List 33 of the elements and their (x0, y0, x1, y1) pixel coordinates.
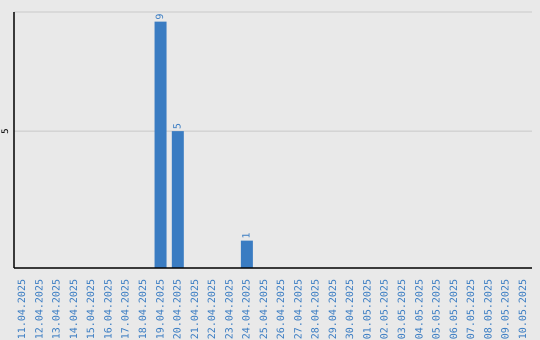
x-tick-label: 23.04.2025 (224, 279, 236, 340)
x-tick-label: 19.04.2025 (155, 279, 166, 340)
x-tick-label: 13.04.2025 (52, 279, 63, 340)
x-tick-label: 04.05.2025 (414, 279, 426, 340)
x-tick-label: 26.04.2025 (276, 279, 288, 340)
x-tick-label: 18.04.2025 (138, 279, 149, 340)
data-label: 5 (172, 123, 184, 130)
x-tick-label: 06.05.2025 (448, 279, 460, 340)
x-tick-label: 10.05.2025 (518, 279, 529, 340)
x-tick-label: 01.05.2025 (362, 279, 374, 340)
x-tick-label: 12.04.2025 (34, 279, 46, 340)
x-tick-label: 07.05.2025 (466, 279, 478, 340)
x-tick-label: 20.04.2025 (172, 279, 184, 340)
x-tick-label: 29.04.2025 (328, 279, 339, 340)
x-tick-label: 09.05.2025 (500, 279, 512, 340)
data-label: 9 (155, 14, 166, 20)
x-tick-label: 08.05.2025 (483, 279, 494, 340)
data-label: 1 (241, 232, 252, 239)
x-tick-label: 24.04.2025 (242, 279, 253, 340)
x-tick-label: 16.04.2025 (103, 279, 114, 340)
x-tick-label: 17.04.2025 (120, 279, 132, 340)
x-tick-label: 22.04.2025 (207, 279, 218, 340)
x-tick-label: 15.04.2025 (86, 279, 98, 340)
x-tick-label: 25.04.2025 (258, 279, 270, 340)
x-tick-label: 28.04.2025 (310, 279, 322, 340)
x-tick-label: 21.04.2025 (190, 279, 201, 340)
x-tick-label: 27.04.2025 (293, 279, 304, 340)
x-tick-label: 11.04.2025 (17, 279, 28, 340)
x-tick-label: 05.05.2025 (432, 279, 443, 340)
x-tick-label: 02.05.2025 (380, 279, 391, 340)
x-tick-label: 03.05.2025 (397, 279, 408, 340)
x-tick-label: 30.04.2025 (345, 279, 356, 340)
x-tick-label: 14.04.2025 (68, 279, 80, 340)
